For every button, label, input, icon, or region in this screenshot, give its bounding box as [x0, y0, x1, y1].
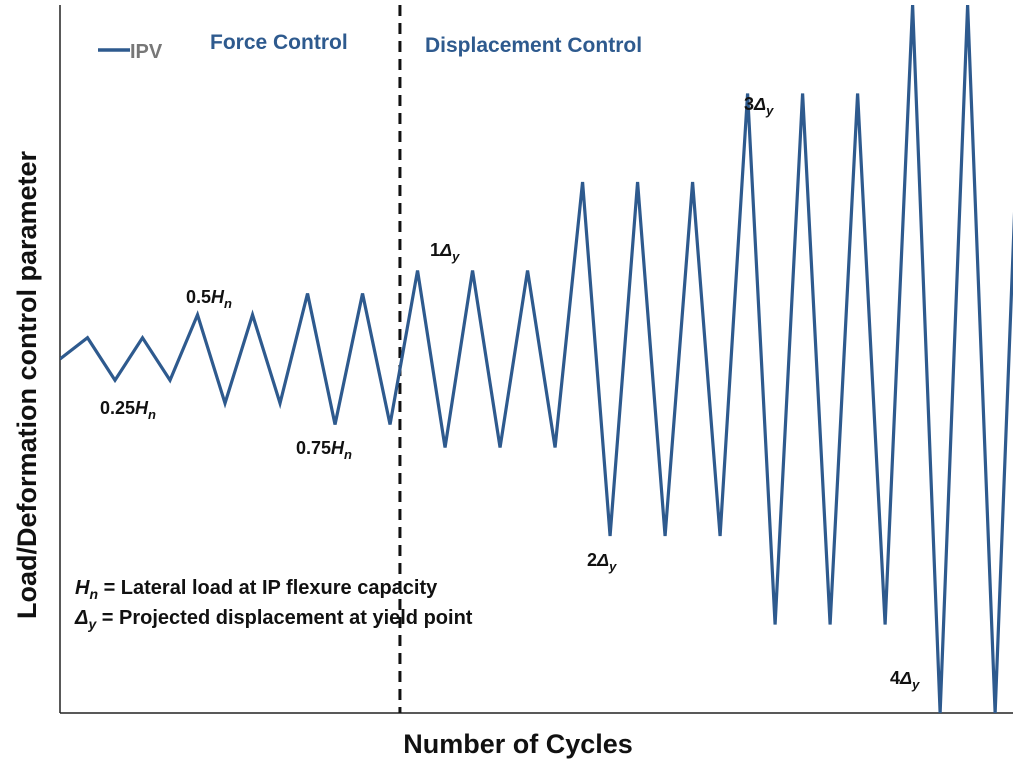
annotation: 0.25Hn — [100, 398, 156, 422]
note-sub: n — [89, 586, 98, 602]
annotation-symbol: Δ — [753, 94, 766, 114]
annotation-prefix: 0.5 — [186, 287, 211, 307]
annotation: 0.75Hn — [296, 438, 352, 462]
annotation-prefix: 0.75 — [296, 438, 331, 458]
annotation: 1Δy — [430, 240, 460, 264]
annotation-prefix: 3 — [744, 94, 754, 114]
note-text: = Lateral load at IP flexure capacity — [98, 577, 438, 599]
annotation-symbol: H — [135, 398, 149, 418]
note-text: = Projected displacement at yield point — [96, 607, 473, 629]
annotation-prefix: 4 — [890, 668, 900, 688]
annotation-prefix: 1 — [430, 240, 440, 260]
annotation-prefix: 2 — [587, 550, 597, 570]
annotation-symbol: Δ — [899, 668, 912, 688]
note: Hn = Lateral load at IP flexure capacity — [75, 577, 438, 602]
region-label: Displacement Control — [425, 34, 642, 57]
note: Δy = Projected displacement at yield poi… — [74, 607, 473, 632]
annotation-sub: y — [765, 103, 774, 118]
annotation: 3Δy — [744, 94, 774, 118]
annotation: 2Δy — [587, 550, 617, 574]
note-sub: y — [87, 616, 97, 632]
region-label: Force Control — [210, 31, 348, 54]
annotation-sub: n — [224, 296, 232, 311]
x-axis-label: Number of Cycles — [403, 729, 633, 759]
y-axis-label: Load/Deformation control parameter — [12, 150, 42, 619]
note-symbol: Δ — [74, 607, 88, 629]
annotation-symbol: H — [211, 287, 225, 307]
annotation: 0.5Hn — [186, 287, 232, 311]
series-line — [60, 5, 1013, 713]
legend-label: IPV — [130, 41, 163, 63]
annotation-sub: y — [911, 677, 920, 692]
annotation-sub: n — [344, 447, 352, 462]
annotation-symbol: Δ — [439, 240, 452, 260]
annotation-sub: n — [148, 407, 156, 422]
annotation-symbol: H — [331, 438, 345, 458]
annotation-sub: y — [608, 559, 617, 574]
note-symbol: H — [75, 577, 90, 599]
annotation-prefix: 0.25 — [100, 398, 135, 418]
annotation-symbol: Δ — [596, 550, 609, 570]
annotation-sub: y — [451, 249, 460, 264]
annotation: 4Δy — [890, 668, 920, 692]
